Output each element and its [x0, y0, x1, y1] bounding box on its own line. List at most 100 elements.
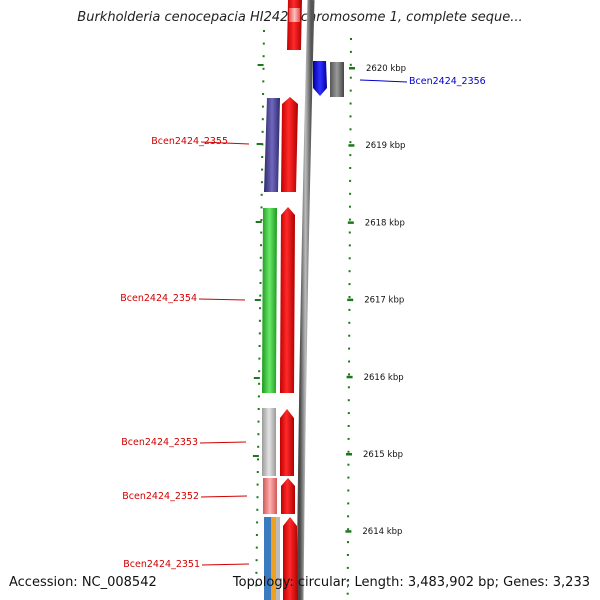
inner-dot: [260, 193, 263, 196]
scale-dot: [350, 38, 352, 40]
scale-dot: [348, 270, 351, 273]
gene-bcen2424-2356[interactable]: [313, 61, 327, 96]
inner-dot: [255, 584, 258, 587]
scale-dot: [347, 399, 350, 402]
scale-dot: [349, 102, 352, 105]
reverse-arrow-2354[interactable]: [280, 207, 295, 393]
gene-leader-line: [200, 495, 248, 498]
gene-callouts: Bcen2424_2355 Bcen2424_2354 Bcen2424_2353 B…: [120, 76, 485, 570]
gene-leader-line: [198, 298, 246, 301]
inner-dot: [258, 357, 261, 360]
inner-dot: [256, 483, 259, 486]
scale-dot: [347, 515, 350, 518]
scale-dot: [348, 283, 351, 286]
inner-dot: [259, 282, 262, 284]
scale-tick-mark: [348, 144, 355, 147]
inner-dot: [259, 307, 262, 310]
scale-dot: [347, 450, 350, 453]
inner-major-tick: [257, 64, 264, 66]
gene-bcen2424-2355[interactable]: [264, 98, 280, 192]
gene-bcen2424-2353[interactable]: [262, 408, 276, 476]
inner-dot: [260, 231, 263, 234]
inner-dot: [262, 93, 265, 95]
genome-summary-text: Topology: circular; Length: 3,483,902 bp…: [232, 575, 590, 590]
inner-dot: [262, 42, 265, 45]
inner-major-tick: [255, 221, 262, 223]
inner-dot: [262, 67, 265, 70]
scale-tick-mark: [347, 221, 354, 224]
inner-dot: [259, 269, 262, 272]
scale-dot: [347, 502, 350, 505]
inner-dot: [263, 30, 265, 32]
gene-bcen2424-2356-cog[interactable]: [330, 62, 344, 97]
gene-leader-line: [359, 79, 408, 83]
gene-label[interactable]: Bcen2424_2355: [151, 136, 228, 147]
gene-label[interactable]: Bcen2424_2354: [120, 293, 197, 304]
gene-bcen2424-2354[interactable]: [262, 208, 277, 393]
inner-dot: [258, 332, 261, 335]
scale-dot: [349, 63, 352, 66]
gene-label[interactable]: Bcen2424_2352: [122, 491, 199, 502]
inner-dot: [257, 433, 260, 436]
inner-dot: [256, 521, 259, 524]
reverse-feature-top-highlight: [289, 8, 300, 22]
scale-dot: [349, 128, 352, 131]
scale-tick-label: 2620 kbp: [366, 64, 406, 74]
gene-bcen2424-2351[interactable]: [264, 517, 280, 600]
scale-tick-mark: [346, 375, 353, 379]
inner-major-tick: [253, 377, 260, 379]
scale-tick-label: 2618 kbp: [365, 218, 405, 228]
scale-dot: [346, 579, 349, 582]
scale-tick-label: 2614 kbp: [362, 527, 402, 537]
inner-dot: [255, 534, 258, 536]
scale-tick-label: 2619 kbp: [365, 141, 405, 151]
inner-dot: [258, 319, 261, 322]
scale-dot: [346, 554, 349, 556]
scale-tick-mark: [345, 530, 352, 533]
scale-tick-label: 2617 kbp: [364, 296, 404, 306]
gene-label[interactable]: Bcen2424_2351: [123, 559, 200, 570]
inner-dot: [262, 55, 265, 58]
gene-label[interactable]: Bcen2424_2356: [409, 76, 486, 87]
gene-leader-line: [201, 563, 250, 566]
reverse-arrow-2355[interactable]: [281, 97, 298, 192]
scale-tick-mark: [347, 298, 354, 302]
scale-dot: [348, 244, 351, 247]
reverse-feature-top: [287, 0, 302, 50]
gene-label[interactable]: Bcen2424_2353: [121, 437, 198, 448]
scale-dot: [348, 321, 351, 324]
scale-dot: [349, 50, 352, 53]
gene-leader-line: [199, 441, 247, 444]
inner-major-tick: [256, 143, 263, 145]
inner-dot: [260, 219, 263, 221]
scale-dot: [348, 347, 351, 350]
inner-dot: [261, 105, 264, 108]
inner-dot: [261, 156, 264, 158]
reverse-arrow-2353[interactable]: [280, 409, 294, 476]
inner-dot: [255, 571, 258, 574]
inner-dot: [256, 471, 259, 473]
scale-tick-mark: [349, 67, 355, 70]
inner-dot: [256, 508, 259, 511]
scale-dot: [348, 296, 351, 298]
reverse-arrow-2351[interactable]: [283, 517, 298, 600]
scale-tick-mark: [346, 453, 352, 456]
scale-dot: [349, 179, 352, 182]
inner-dot: [255, 546, 258, 549]
scale-dot: [349, 167, 352, 169]
inner-dot: [261, 118, 264, 121]
scale-dot: [346, 592, 349, 595]
scale-ticks: 2620 kbp 2619 kbp 2618 kbp 2617 kbp 2616 kbp…: [345, 64, 406, 537]
scale-ring-dots: [346, 38, 352, 595]
inner-dot: [260, 206, 263, 209]
accession-text: Accession: NC_008542: [9, 575, 157, 590]
reverse-arrow-2352[interactable]: [281, 478, 295, 514]
scale-dot: [349, 192, 352, 195]
inner-dot: [261, 168, 264, 171]
scale-dot: [348, 360, 351, 363]
gene-bcen2424-2352[interactable]: [263, 478, 277, 514]
inner-major-tick: [254, 299, 261, 301]
inner-dot: [257, 458, 259, 461]
inner-dot: [258, 370, 261, 373]
